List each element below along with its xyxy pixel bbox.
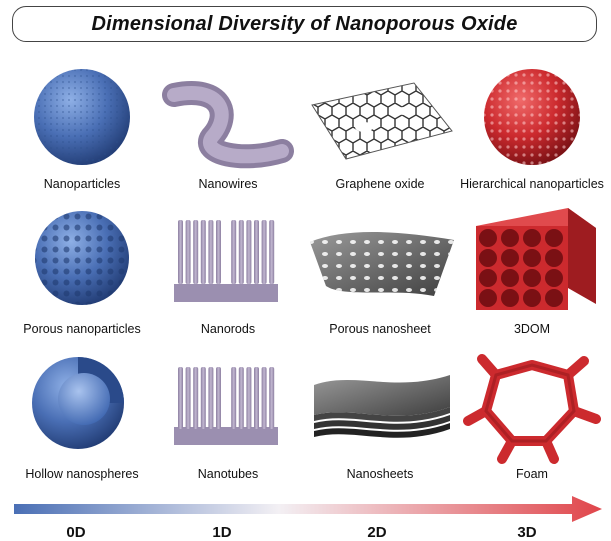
stacked-sheets-icon <box>314 375 450 438</box>
hollow-sphere-icon <box>32 357 124 449</box>
cell-nanosheets: Nanosheets <box>304 345 456 495</box>
cell-porous-nanosheet: Porous nanosheet <box>304 200 456 350</box>
cell-nanoparticles: Nanoparticles <box>6 55 158 205</box>
dimension-labels: 0D 1D 2D 3D <box>0 524 611 541</box>
cell-foam: Foam <box>456 345 608 495</box>
nanorod-array-icon <box>174 220 278 302</box>
label-graphene-oxide: Graphene oxide <box>335 177 425 191</box>
sphere-icon <box>34 69 130 165</box>
label-3dom: 3DOM <box>513 322 551 336</box>
3dom-cube-icon <box>476 208 596 310</box>
dim-label-1d: 1D <box>212 524 232 541</box>
dimension-arrow <box>14 494 604 524</box>
hierarchical-sphere-icon <box>484 69 580 165</box>
cell-nanorods: Nanorods <box>152 200 304 350</box>
dim-label-0d: 0D <box>66 524 86 541</box>
label-porous-nanoparticles: Porous nanoparticles <box>23 322 141 336</box>
label-hollow-nanospheres: Hollow nanospheres <box>25 467 139 481</box>
nanotube-array-icon <box>174 367 278 445</box>
foam-icon <box>463 354 601 464</box>
title-box: Dimensional Diversity of Nanoporous Oxid… <box>12 6 597 42</box>
wire-icon <box>162 81 294 169</box>
label-hierarchical-nanoparticles: Hierarchical nanoparticles <box>460 177 604 191</box>
label-foam: Foam <box>516 467 548 481</box>
cell-nanotubes: Nanotubes <box>152 345 304 495</box>
cell-porous-nanoparticles: Porous nanoparticles <box>6 200 158 350</box>
label-nanorods: Nanorods <box>200 322 256 336</box>
cell-hollow-nanospheres: Hollow nanospheres <box>6 345 158 495</box>
cell-hierarchical-nanoparticles: Hierarchical nanoparticles <box>456 55 608 205</box>
cell-graphene-oxide: Graphene oxide <box>304 55 456 205</box>
page-title: Dimensional Diversity of Nanoporous Oxid… <box>91 12 518 35</box>
label-nanowires: Nanowires <box>198 177 258 191</box>
porous-sphere-icon <box>35 211 129 305</box>
dim-label-3d: 3D <box>517 524 537 541</box>
cell-3dom: 3DOM <box>456 200 608 350</box>
label-nanosheets: Nanosheets <box>346 467 414 481</box>
label-nanoparticles: Nanoparticles <box>43 177 121 191</box>
label-nanotubes: Nanotubes <box>197 467 259 481</box>
dim-label-2d: 2D <box>367 524 387 541</box>
label-porous-nanosheet: Porous nanosheet <box>329 322 431 336</box>
porous-sheet-icon <box>310 232 454 296</box>
cell-nanowires: Nanowires <box>152 55 304 205</box>
graphene-sheet-icon <box>311 82 453 160</box>
